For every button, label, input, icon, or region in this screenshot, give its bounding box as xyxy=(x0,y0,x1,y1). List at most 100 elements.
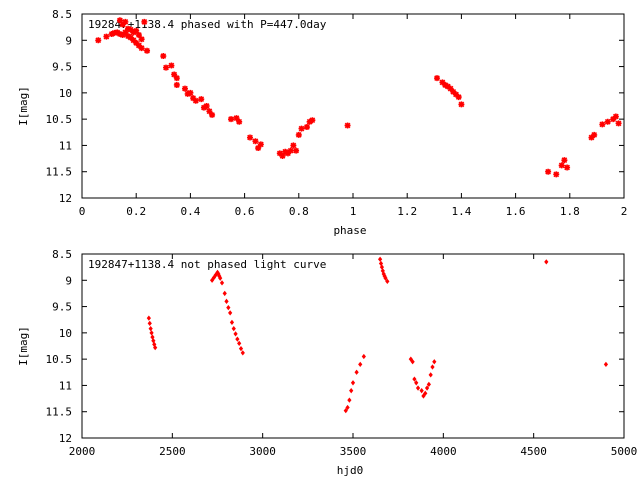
unphased-x-axis-label: hjd0 xyxy=(337,464,364,477)
data-point xyxy=(122,29,129,36)
data-point xyxy=(119,21,126,28)
data-point xyxy=(206,108,213,115)
data-point xyxy=(428,372,433,378)
data-point xyxy=(190,95,197,102)
data-point xyxy=(553,171,560,178)
unphased-y-tick-label: 12 xyxy=(59,432,72,445)
data-point xyxy=(209,111,216,118)
data-point xyxy=(599,121,606,128)
unphased-y-axis-label: I[mag] xyxy=(17,326,30,366)
data-point xyxy=(209,277,215,283)
data-point xyxy=(133,39,140,46)
data-point xyxy=(116,17,123,24)
data-point xyxy=(122,18,129,25)
unphased-y-tick-label: 8.5 xyxy=(52,248,72,261)
data-point xyxy=(252,138,259,145)
data-point xyxy=(432,359,437,365)
data-point xyxy=(564,164,571,171)
unphased-plot: 192847+1138.4 not phased light curve hjd… xyxy=(17,248,637,477)
data-point xyxy=(146,315,151,321)
data-point xyxy=(173,81,180,88)
unphased-x-tick-label: 2500 xyxy=(159,445,186,458)
data-point xyxy=(309,117,316,124)
unphased-y-tick-label: 11.5 xyxy=(46,406,73,419)
phased-y-tick-label: 8.5 xyxy=(52,8,72,21)
phased-x-tick-label: 1 xyxy=(350,205,357,218)
data-point xyxy=(544,259,549,265)
data-point xyxy=(255,145,262,152)
data-point xyxy=(148,326,153,332)
data-point xyxy=(240,350,245,356)
data-point xyxy=(160,53,167,60)
data-point xyxy=(144,47,151,54)
data-point xyxy=(237,340,242,347)
data-point xyxy=(233,331,238,337)
data-point xyxy=(203,103,210,109)
data-point xyxy=(130,37,137,44)
data-point xyxy=(138,45,145,52)
data-point xyxy=(231,326,236,332)
data-point xyxy=(192,97,199,104)
data-point xyxy=(238,345,244,352)
data-point xyxy=(103,33,110,40)
data-point xyxy=(349,388,354,394)
data-point xyxy=(257,141,264,148)
phased-plot-frame xyxy=(81,13,625,199)
data-point xyxy=(458,101,465,108)
data-point xyxy=(184,90,191,97)
data-point xyxy=(222,290,227,297)
data-point xyxy=(615,120,622,127)
data-point xyxy=(424,385,430,391)
data-point xyxy=(350,380,356,386)
phased-y-axis-label: I[mag] xyxy=(17,86,30,126)
data-point xyxy=(419,388,424,394)
data-point xyxy=(247,134,254,141)
data-point xyxy=(149,330,154,336)
data-point xyxy=(612,113,619,120)
data-point xyxy=(168,62,175,69)
data-point xyxy=(345,404,350,411)
data-point xyxy=(343,408,348,414)
phased-points xyxy=(95,17,622,178)
phased-x-tick-label: 0 xyxy=(79,205,86,218)
data-point xyxy=(141,18,148,25)
data-point xyxy=(452,91,459,98)
data-point xyxy=(603,361,609,368)
phased-y-tick-label: 10.5 xyxy=(46,113,73,126)
data-point xyxy=(426,381,431,388)
data-point xyxy=(114,29,121,36)
data-point xyxy=(187,89,194,96)
data-point xyxy=(153,344,158,351)
data-point xyxy=(558,162,565,169)
data-point xyxy=(226,304,231,311)
data-point xyxy=(455,94,462,101)
phased-plot-title: 192847+1138.4 phased with P=447.0day xyxy=(88,18,327,31)
data-point xyxy=(116,30,123,37)
data-point xyxy=(287,147,294,154)
data-point xyxy=(200,104,207,111)
phased-x-tick-label: 1.6 xyxy=(506,205,526,218)
data-point xyxy=(108,30,115,37)
data-point xyxy=(377,256,383,262)
phased-x-axis-label: phase xyxy=(333,224,366,237)
unphased-y-tick-label: 11 xyxy=(59,379,72,392)
data-point xyxy=(171,71,178,78)
data-point xyxy=(358,361,363,368)
data-point xyxy=(279,152,286,159)
data-point xyxy=(95,37,102,44)
data-point xyxy=(414,380,419,386)
data-point xyxy=(229,319,235,325)
phased-plot: 192847+1138.4 phased with P=447.0day pha… xyxy=(17,8,627,237)
phased-y-tick-label: 9.5 xyxy=(52,61,72,74)
data-point xyxy=(147,320,152,327)
data-point xyxy=(125,33,132,40)
data-point xyxy=(385,278,390,284)
phased-x-tick-label: 0.8 xyxy=(289,205,309,218)
data-point xyxy=(361,353,366,360)
phased-x-tick-label: 0.2 xyxy=(126,205,146,218)
data-point xyxy=(408,356,413,362)
data-point xyxy=(447,85,454,92)
data-point xyxy=(423,390,428,396)
data-point xyxy=(347,397,352,403)
data-point xyxy=(138,36,145,43)
